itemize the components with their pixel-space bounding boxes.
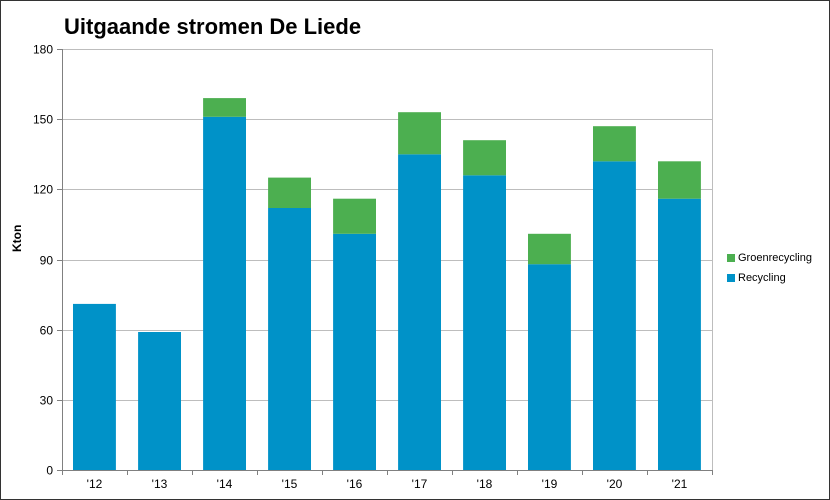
y-tick-label: 60 xyxy=(40,324,54,338)
bar-recycling-3 xyxy=(268,208,311,470)
bars xyxy=(73,98,701,471)
x-tick-label: '19 xyxy=(542,477,558,491)
legend: Groenrecycling Recycling xyxy=(727,248,827,288)
bar-recycling-0 xyxy=(73,303,116,470)
legend-swatch xyxy=(727,274,735,282)
bar-groenrecycling-7 xyxy=(528,233,571,265)
tick-labels: 0 30 60 90 120 150 180 '12 '13 '14 '15 '16 '17 '18 '19… xyxy=(33,43,688,492)
x-tick-label: '16 xyxy=(347,477,363,491)
legend-label: Recycling xyxy=(738,272,786,284)
bar-groenrecycling-4 xyxy=(333,198,376,234)
bar-recycling-6 xyxy=(463,175,506,471)
x-tick-label: '21 xyxy=(672,477,688,491)
bar-recycling-8 xyxy=(593,161,636,471)
x-tick-label: '12 xyxy=(87,477,103,491)
legend-swatch xyxy=(727,254,735,262)
x-tick-label: '20 xyxy=(607,477,623,491)
bar-recycling-9 xyxy=(658,198,701,470)
bar-recycling-4 xyxy=(333,233,376,470)
legend-item-groenrecycling: Groenrecycling xyxy=(727,248,827,268)
y-tick-label: 120 xyxy=(33,183,53,197)
bar-groenrecycling-2 xyxy=(203,98,246,117)
bar-recycling-1 xyxy=(138,332,181,470)
x-tick-label: '14 xyxy=(217,477,233,491)
y-tick-label: 90 xyxy=(40,254,54,268)
bar-recycling-2 xyxy=(203,116,246,471)
x-tick-label: '18 xyxy=(477,477,493,491)
x-tick-label: '17 xyxy=(412,477,428,491)
bar-recycling-5 xyxy=(398,154,441,471)
legend-item-recycling: Recycling xyxy=(727,268,827,288)
bar-groenrecycling-8 xyxy=(593,126,636,162)
axes xyxy=(57,49,713,475)
chart-title: Uitgaande stromen De Liede xyxy=(64,14,362,39)
bar-groenrecycling-5 xyxy=(398,112,441,155)
y-tick-label: 30 xyxy=(40,394,54,408)
bar-groenrecycling-9 xyxy=(658,161,701,199)
bar-groenrecycling-3 xyxy=(268,177,311,208)
y-tick-label: 180 xyxy=(33,43,53,57)
bar-groenrecycling-6 xyxy=(463,140,506,176)
y-tick-label: 0 xyxy=(46,464,53,478)
legend-label: Groenrecycling xyxy=(738,252,812,264)
x-tick-label: '15 xyxy=(282,477,298,491)
x-tick-label: '13 xyxy=(152,477,168,491)
y-tick-label: 150 xyxy=(33,113,53,127)
bar-recycling-7 xyxy=(528,264,571,470)
